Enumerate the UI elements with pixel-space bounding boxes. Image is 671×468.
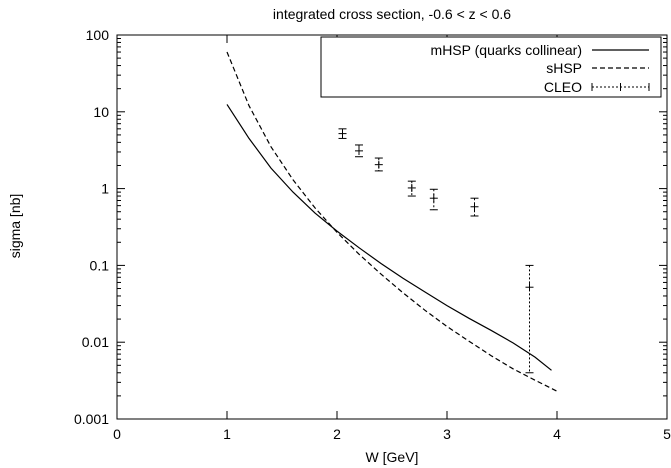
x-tick-label: 4 bbox=[553, 426, 561, 442]
y-tick-label: 10 bbox=[93, 104, 109, 120]
x-tick-label: 5 bbox=[663, 426, 671, 442]
legend-label: CLEO bbox=[544, 79, 582, 95]
y-axis-title: sigma [nb] bbox=[7, 194, 23, 259]
y-tick-label: 1 bbox=[101, 181, 109, 197]
x-tick-label: 1 bbox=[223, 426, 231, 442]
x-tick-label: 2 bbox=[333, 426, 341, 442]
series-line-shsp bbox=[226, 51, 558, 392]
y-tick-label: 100 bbox=[86, 27, 110, 43]
legend-label: mHSP (quarks collinear) bbox=[431, 42, 582, 58]
chart-title: integrated cross section, -0.6 < z < 0.6 bbox=[273, 6, 511, 22]
x-tick-label: 3 bbox=[443, 426, 451, 442]
y-tick-label: 0.01 bbox=[82, 334, 109, 350]
x-axis-title: W [GeV] bbox=[366, 449, 419, 465]
y-tick-label: 0.1 bbox=[90, 257, 110, 273]
legend-label: sHSP bbox=[546, 60, 582, 76]
x-tick-label: 0 bbox=[113, 426, 121, 442]
y-tick-label: 0.001 bbox=[74, 411, 109, 427]
plot-area: 0 1 2 3 4 5 100 10 1 0.1 0.01 0.001 mHSP (quarks col… bbox=[74, 27, 671, 442]
plot-frame bbox=[116, 34, 668, 420]
series-line-mhsp bbox=[226, 104, 552, 371]
